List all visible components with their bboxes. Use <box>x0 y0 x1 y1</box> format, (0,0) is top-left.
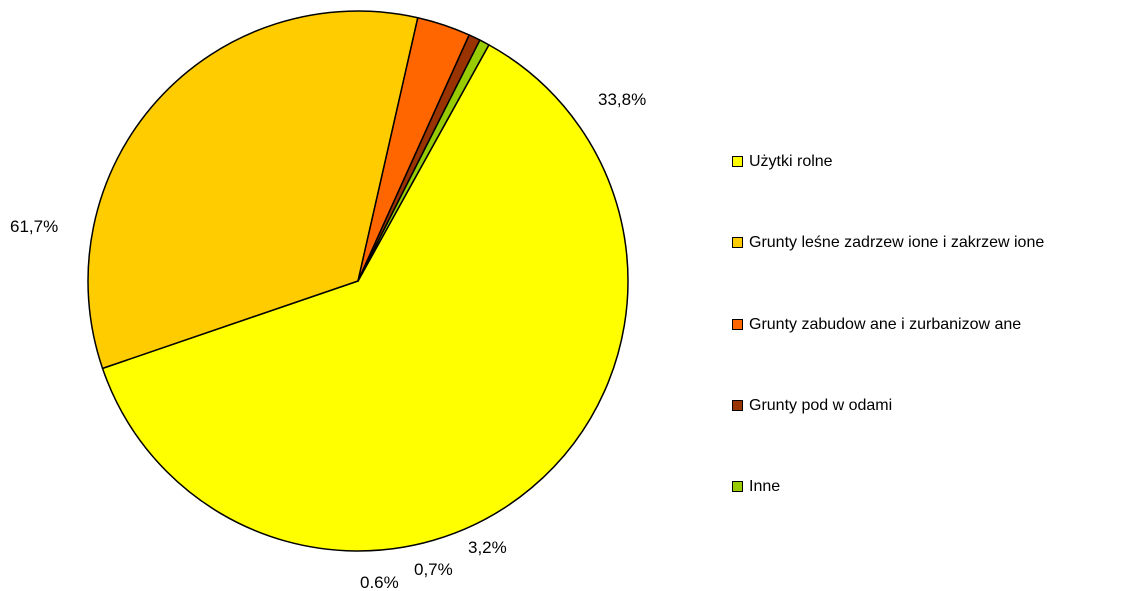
pie-slice-inne <box>357 39 490 282</box>
pie-slice-uzytki-rolne <box>101 44 629 552</box>
pct-label-uzytki-rolne: 61,7% <box>10 217 58 236</box>
legend-item-grunty-pod-wodami: Grunty pod w odami <box>732 396 1119 417</box>
pie-slices <box>87 10 629 552</box>
legend-label-grunty-zabudowane: Grunty zabudow ane i zurbanizow ane <box>749 316 1022 333</box>
pct-label-grunty-lesne: 33,8% <box>598 90 646 109</box>
legend: Użytki rolne Grunty leśne zadrzew ione i… <box>732 0 1122 591</box>
legend-item-grunty-lesne: Grunty leśne zadrzew ione i zakrzew ione <box>732 233 1049 254</box>
legend-item-grunty-zabudowane: Grunty zabudow ane i zurbanizow ane <box>732 315 1119 336</box>
legend-item-uzytki-rolne: Użytki rolne <box>732 152 1119 173</box>
pie-slice-grunty-lesne <box>87 10 419 370</box>
legend-label-grunty-pod-wodami: Grunty pod w odami <box>749 397 893 414</box>
legend-swatch-grunty-lesne <box>732 237 743 248</box>
legend-label-uzytki-rolne: Użytki rolne <box>749 153 833 170</box>
pie-percentage-labels: 61,7% 33,8% 3,2% 0,7% 0.6% <box>10 90 646 591</box>
legend-swatch-uzytki-rolne <box>732 156 743 167</box>
legend-swatch-grunty-pod-wodami <box>732 400 743 411</box>
legend-swatch-inne <box>732 481 743 492</box>
legend-label-inne: Inne <box>749 478 781 495</box>
legend-item-inne: Inne <box>732 477 1119 498</box>
pct-label-inne: 0.6% <box>360 573 399 591</box>
legend-label-grunty-lesne: Grunty leśne zadrzew ione i zakrzew ione <box>749 234 1045 251</box>
pct-label-grunty-pod-wodami: 0,7% <box>414 560 453 579</box>
legend-swatch-grunty-zabudowane <box>732 319 743 330</box>
pct-label-grunty-zabudowane: 3,2% <box>468 538 507 557</box>
